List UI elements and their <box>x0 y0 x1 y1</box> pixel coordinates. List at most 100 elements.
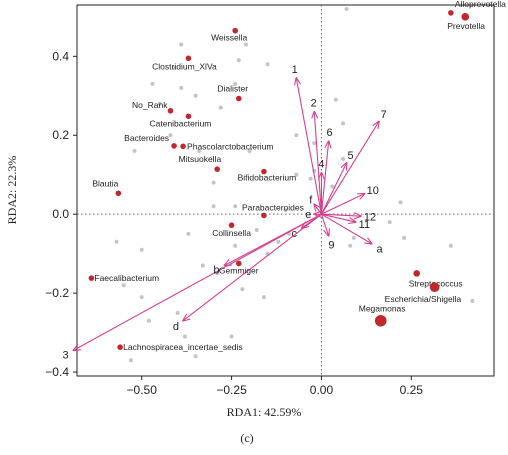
background-point-16 <box>197 149 202 154</box>
vector-arrow-5 <box>320 163 346 215</box>
background-point-1 <box>179 42 184 47</box>
taxon-label-3: Clostridium_XlVa <box>152 61 217 71</box>
taxon-label-9: Mitsuokella <box>179 154 222 164</box>
taxon-label-15: Faecalibacterium <box>94 273 159 283</box>
plot-frame <box>76 4 495 377</box>
taxon-label-18: Escherichia/Shigella <box>385 294 462 304</box>
y-tick-label-0: 0.4 <box>52 49 69 63</box>
background-point-39 <box>175 310 180 315</box>
background-point-4 <box>265 62 270 67</box>
plot-area-border <box>76 4 495 377</box>
taxon-point-1 <box>461 13 470 21</box>
background-point-50 <box>351 235 356 240</box>
vector-label-12: 12 <box>364 212 376 224</box>
taxon-label-16: Lachnospiracea_incertae_sedis <box>123 342 243 352</box>
background-point-45 <box>193 354 198 359</box>
background-point-30 <box>186 231 191 236</box>
background-point-38 <box>261 295 266 300</box>
taxon-point-14 <box>235 260 242 267</box>
taxon-point-10 <box>261 168 267 175</box>
vector-label-1: 1 <box>292 64 298 76</box>
x-axis: −0.50 −0.25 0.00 0.25 <box>127 376 424 397</box>
taxon-point-5 <box>167 107 174 114</box>
vector-arrow-11 <box>321 213 355 222</box>
background-point-14 <box>294 133 299 138</box>
vector-label-b: b <box>213 265 219 277</box>
taxon-point-16 <box>117 344 123 350</box>
background-point-34 <box>139 247 144 252</box>
x-tick-label-3: 0.25 <box>400 383 424 397</box>
background-point-2 <box>243 42 248 47</box>
background-point-12 <box>333 97 338 102</box>
background-point-17 <box>168 133 173 138</box>
taxon-point-4 <box>235 95 242 102</box>
background-point-47 <box>114 239 119 244</box>
y-tick-label-4: −0.4 <box>45 365 69 379</box>
background-point-25 <box>211 204 216 209</box>
taxon-point-8 <box>180 143 186 150</box>
background-point-3 <box>236 58 241 63</box>
vector-arrow-9 <box>320 214 328 236</box>
vector-arrow-6 <box>320 141 328 215</box>
background-point-54 <box>247 149 252 154</box>
background-point-9 <box>193 93 198 98</box>
vector-label-6: 6 <box>326 127 332 139</box>
y-axis: 0.4 0.2 0.0 −0.2 −0.4 <box>45 49 77 379</box>
background-point-19 <box>341 156 346 161</box>
background-point-42 <box>146 318 151 323</box>
vector-arrow-b <box>224 213 322 265</box>
x-axis-title: RDA1: 42.59% <box>227 405 302 419</box>
background-point-7 <box>179 85 184 90</box>
taxon-label-13: Collinsella <box>212 228 251 238</box>
panel-label: (c) <box>240 431 253 445</box>
background-point-37 <box>240 287 245 292</box>
background-point-48 <box>276 239 281 244</box>
taxon-point-11 <box>115 190 122 197</box>
taxon-point-6 <box>185 113 192 120</box>
taxon-point-3 <box>185 55 192 62</box>
taxon-label-1: Prevotella <box>447 21 485 31</box>
background-point-35 <box>200 263 205 268</box>
vector-arrow-2 <box>314 112 322 215</box>
background-point-0 <box>344 6 349 11</box>
taxon-label-7: Bacteroides <box>124 133 169 143</box>
background-point-11 <box>157 101 162 106</box>
vector-label-2: 2 <box>311 98 317 110</box>
taxon-label-6: Catenibacterium <box>149 118 211 128</box>
taxon-point-0 <box>448 10 454 16</box>
background-point-10 <box>218 105 223 110</box>
background-point-28 <box>387 220 392 225</box>
taxon-label-10: Bifidobacterium <box>238 173 297 183</box>
taxon-point-18 <box>429 282 440 292</box>
taxon-label-5: No_Rank <box>132 100 168 110</box>
vector-label-f: f <box>309 194 313 206</box>
x-tick-label-2: 0.00 <box>310 383 334 397</box>
taxon-point-13 <box>228 222 235 229</box>
taxon-point-12 <box>261 212 267 219</box>
background-point-43 <box>182 334 187 339</box>
vector-label-11: 11 <box>359 219 370 231</box>
background-point-20 <box>308 176 313 181</box>
taxon-point-9 <box>214 166 220 172</box>
taxon-label-4: Dialister <box>217 84 248 94</box>
background-point-21 <box>294 172 299 177</box>
background-point-18 <box>132 149 137 154</box>
y-tick-label-3: −0.2 <box>45 286 69 300</box>
background-point-31 <box>348 243 353 248</box>
y-axis-title: RDA2: 22.3% <box>5 156 19 225</box>
background-point-52 <box>402 235 407 240</box>
taxon-label-0: Alloprevotella <box>455 0 506 9</box>
taxon-label-2: Weissella <box>211 33 247 43</box>
background-point-44 <box>229 334 234 339</box>
taxon-label-12: Parabacteroides <box>242 202 304 212</box>
vector-label-3: 3 <box>62 350 68 362</box>
background-point-40 <box>121 283 126 288</box>
background-points <box>114 6 475 363</box>
taxon-point-19 <box>374 314 387 327</box>
vector-arrow-7 <box>320 121 379 215</box>
vector-arrow-d <box>183 213 322 321</box>
background-point-15 <box>312 141 317 146</box>
vector-label-c: c <box>292 228 298 240</box>
vector-arrow-f <box>314 204 322 215</box>
